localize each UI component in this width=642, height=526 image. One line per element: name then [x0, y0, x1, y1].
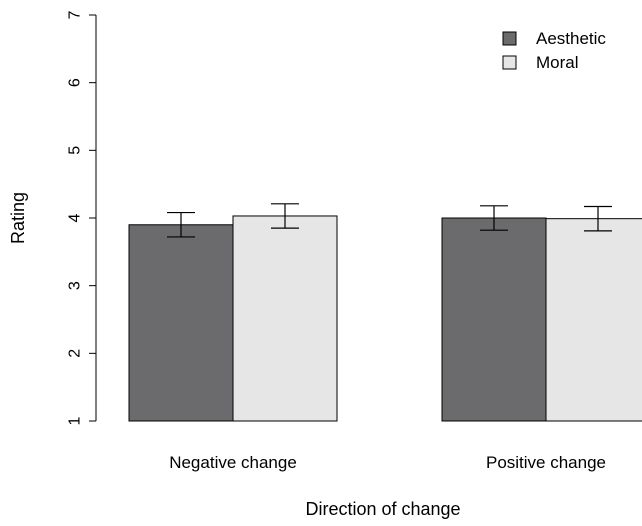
- x-tick-label: Positive change: [486, 453, 606, 472]
- legend-label: Moral: [536, 53, 579, 72]
- y-tick-label: 2: [67, 349, 84, 358]
- x-axis-label: Direction of change: [305, 499, 460, 519]
- bar: [232, 215, 338, 422]
- legend-swatch: [502, 31, 517, 46]
- bar: [545, 218, 642, 422]
- y-tick-label: 3: [67, 281, 84, 290]
- y-tick-label: 6: [67, 78, 84, 87]
- y-axis-label: Rating: [8, 192, 28, 244]
- legend-swatch: [502, 55, 517, 70]
- legend-label: Aesthetic: [536, 29, 606, 48]
- y-tick-label: 4: [67, 213, 84, 222]
- y-tick-label: 1: [67, 416, 84, 425]
- y-axis: 1 2 3 4 5 6 7: [67, 10, 97, 425]
- x-axis-tick-labels: Negative change Positive change: [169, 453, 606, 472]
- bar: [128, 224, 234, 422]
- legend: Aesthetic Moral: [502, 29, 606, 72]
- x-tick-label: Negative change: [169, 453, 297, 472]
- bar-groups: [128, 215, 642, 422]
- bar: [441, 217, 547, 422]
- y-tick-label: 5: [67, 146, 84, 155]
- y-tick-label: 7: [67, 10, 84, 19]
- error-bars: [167, 203, 612, 238]
